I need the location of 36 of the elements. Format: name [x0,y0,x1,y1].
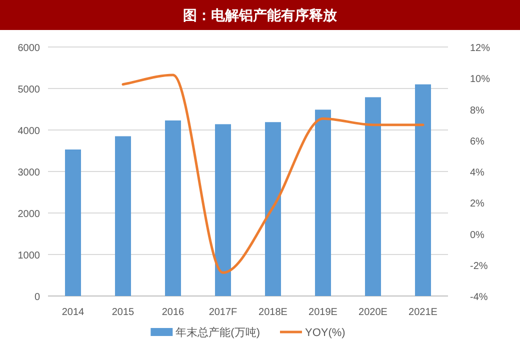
y-tick-label: 2000 [18,209,40,220]
y2-tick-label: -4% [470,292,488,303]
bar [215,124,231,296]
y-tick-label: 6000 [18,43,40,54]
y2-tick-label: -2% [470,260,488,272]
x-tick-label: 2015 [112,307,135,318]
y2-tick-label: 0% [470,230,485,241]
y-tick-label: 0 [34,292,40,303]
x-tick-label: 2014 [62,307,85,318]
y-tick-label: 3000 [18,168,40,178]
y2-tick-label: 4% [470,168,485,178]
x-tick-label: 2020E [358,307,388,318]
bar [165,120,181,296]
y2-tick-label: 12% [470,43,490,54]
bar [65,150,81,296]
bar [115,136,131,296]
x-tick-label: 2019E [308,307,338,318]
y2-tick-label: 6% [470,136,485,148]
chart-title: 图：电解铝产能有序释放 [183,7,338,23]
y2-tick-label: 8% [470,105,485,116]
bar [365,97,381,296]
bar [415,84,431,296]
y2-tick-label: 10% [470,74,490,86]
bar [265,122,281,296]
x-tick-label: 2021E [408,307,438,318]
legend-label: 年末总产能(万吨) [176,326,260,339]
x-tick-label: 2017F [208,307,238,318]
y2-tick-label: 2% [470,198,485,210]
y-tick-label: 5000 [18,84,40,96]
x-tick-label: 2016 [162,307,185,318]
y-tick-label: 1000 [18,250,40,262]
y-tick-label: 4000 [18,126,40,137]
bar [315,110,331,296]
x-tick-label: 2018E [258,307,288,318]
legend-label: YOY(%) [304,327,346,339]
line-series [122,74,424,274]
